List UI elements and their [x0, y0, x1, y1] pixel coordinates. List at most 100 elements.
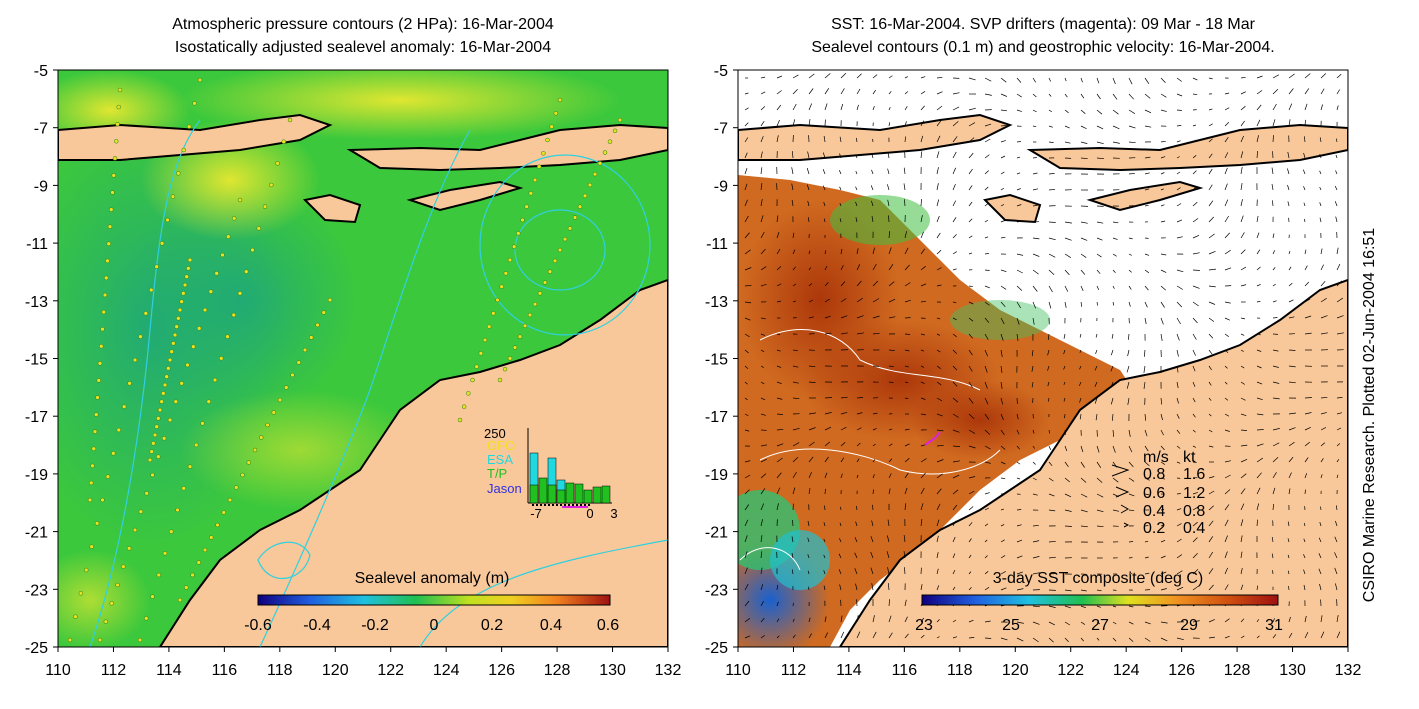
velocity-vector	[760, 635, 765, 639]
velocity-vector	[1016, 301, 1021, 309]
velocity-vector	[1000, 413, 1004, 420]
velocity-vector	[1016, 571, 1024, 575]
velocity-vector	[1160, 509, 1165, 511]
altimeter-track-dot	[309, 335, 314, 340]
vector-legend-arrow	[1123, 522, 1130, 528]
velocity-vector	[1224, 365, 1228, 369]
altimeter-track-dot	[96, 378, 101, 383]
velocity-vector	[968, 506, 974, 511]
velocity-vector	[776, 300, 782, 303]
velocity-vector	[887, 519, 890, 527]
velocity-vector	[840, 411, 848, 415]
velocity-vector	[1047, 333, 1050, 340]
velocity-vector	[1048, 285, 1053, 293]
velocity-vector	[936, 488, 942, 495]
velocity-vector	[1288, 632, 1293, 639]
altimeter-track-dot	[100, 326, 105, 332]
pressure-contour	[259, 129, 471, 647]
velocity-vector	[1272, 283, 1276, 287]
velocity-vector	[1304, 103, 1308, 111]
velocity-vector	[872, 474, 875, 479]
left-title-line1: Atmospheric pressure contours (2 HPa): 1…	[172, 16, 554, 33]
velocity-vector	[1192, 413, 1196, 418]
velocity-vector	[984, 349, 988, 357]
velocity-vector	[1096, 125, 1104, 130]
velocity-vector	[1304, 218, 1306, 223]
velocity-vector	[1016, 109, 1022, 112]
velocity-vector	[1160, 253, 1167, 256]
sst-tick: 27	[1091, 617, 1109, 634]
velocity-vector	[1112, 77, 1116, 85]
velocity-vector	[1032, 621, 1040, 625]
velocity-vector	[1080, 253, 1087, 258]
vector-legend-ms: 0.2	[1143, 520, 1165, 537]
velocity-vector	[1320, 104, 1323, 111]
velocity-vector	[1128, 621, 1134, 625]
velocity-vector	[824, 412, 832, 415]
inset-bar	[538, 477, 548, 504]
velocity-vector	[1288, 103, 1293, 111]
velocity-vector	[1334, 536, 1338, 543]
velocity-vector	[920, 231, 924, 239]
altimeter-track-dot	[507, 356, 513, 361]
velocity-vector	[1032, 524, 1039, 527]
velocity-vector	[1240, 284, 1247, 287]
velocity-vector	[1064, 285, 1069, 292]
velocity-vector	[1144, 156, 1151, 159]
velocity-vector	[840, 332, 848, 335]
velocity-vector	[871, 583, 874, 591]
velocity-vector	[1336, 631, 1341, 639]
velocity-vector	[1208, 568, 1214, 575]
velocity-vector	[1176, 508, 1182, 511]
altimeter-track-dot	[144, 491, 149, 496]
velocity-vector	[1112, 269, 1116, 273]
velocity-vector	[1048, 556, 1056, 559]
sla-tick: 0.4	[540, 617, 562, 634]
velocity-vector	[1192, 77, 1198, 81]
velocity-vector	[1176, 445, 1181, 449]
velocity-vector	[1096, 221, 1104, 224]
velocity-vector	[1240, 266, 1247, 271]
altimeter-track-dot	[196, 326, 202, 331]
altimeter-track-dot	[97, 637, 103, 643]
velocity-vector	[1016, 445, 1021, 450]
velocity-vector	[1304, 489, 1306, 495]
velocity-vector	[1144, 413, 1147, 421]
altimeter-track-dot	[607, 139, 613, 144]
velocity-vector	[1288, 73, 1295, 79]
velocity-vector	[1336, 315, 1344, 319]
velocity-vector	[872, 263, 877, 271]
altimeter-track-dot	[549, 124, 554, 129]
velocity-vector	[1112, 445, 1116, 453]
velocity-vector	[856, 474, 859, 479]
altimeter-track-dot	[290, 372, 295, 378]
velocity-vector	[1256, 503, 1260, 511]
velocity-vector	[1128, 509, 1135, 512]
velocity-vector	[1240, 76, 1246, 79]
velocity-vector	[1208, 413, 1212, 417]
velocity-vector	[1080, 269, 1086, 275]
java-island	[58, 113, 333, 161]
velocity-vector	[1288, 412, 1296, 415]
velocity-vector	[1000, 301, 1006, 308]
velocity-vector	[1240, 151, 1244, 159]
velocity-vector	[1016, 429, 1020, 435]
velocity-vector	[936, 105, 943, 111]
velocity-vector	[1016, 220, 1023, 223]
velocity-vector	[872, 247, 875, 255]
velocity-vector	[1128, 445, 1133, 453]
velocity-vector	[968, 185, 973, 191]
velocity-vector	[1048, 188, 1056, 191]
y-tick-label: -15	[25, 352, 48, 369]
velocity-vector	[920, 91, 926, 95]
velocity-vector	[968, 333, 973, 339]
velocity-vector	[1064, 509, 1072, 512]
velocity-vector	[1016, 77, 1022, 83]
velocity-vector	[856, 264, 861, 271]
velocity-vector	[1256, 301, 1261, 303]
velocity-vector	[808, 365, 816, 368]
velocity-vector	[1016, 621, 1024, 624]
velocity-vector	[1032, 172, 1038, 175]
velocity-vector	[856, 442, 861, 447]
velocity-vector	[744, 215, 749, 223]
